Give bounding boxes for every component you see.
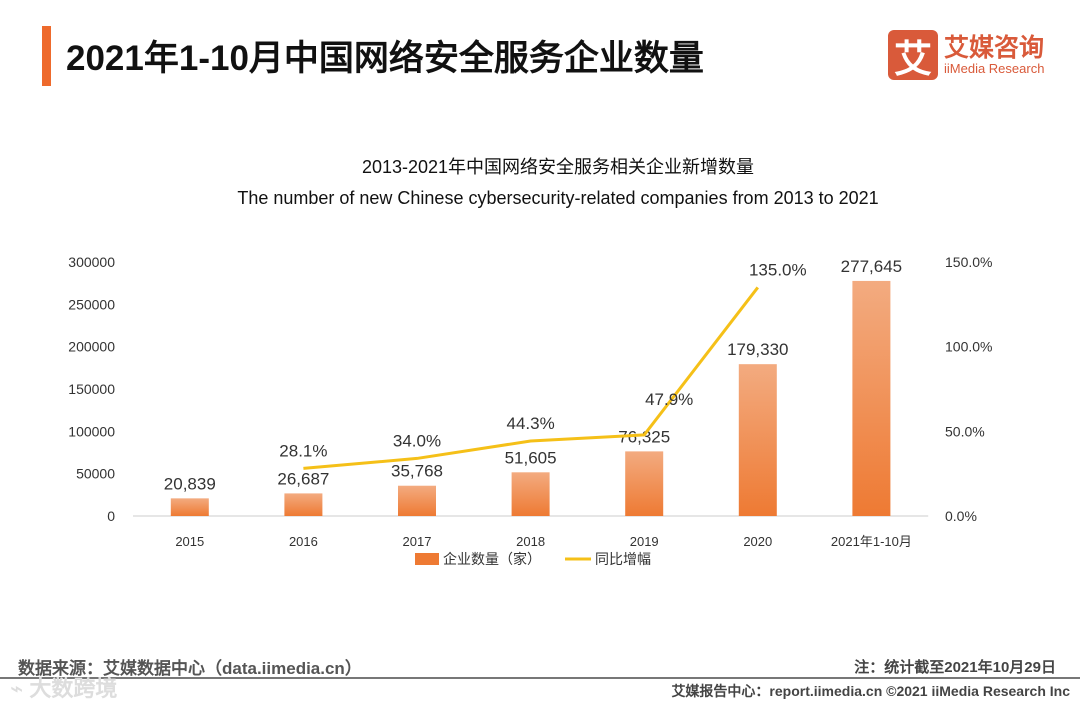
x-tick-label: 2015 [175, 534, 204, 549]
x-tick-label: 2016 [289, 534, 318, 549]
bar-value-label: 277,645 [841, 257, 902, 276]
y2-tick-label: 0.0% [945, 508, 977, 524]
bar [398, 485, 436, 516]
chart-title: 2013-2021年中国网络安全服务相关企业新增数量 [361, 157, 755, 177]
line-value-label: 135.0% [749, 260, 807, 279]
logo-en: iiMedia Research [944, 61, 1045, 76]
bar [738, 364, 777, 516]
chart: 0 50000 100000 150000 200000 250000 300000 0.0%… [68, 254, 992, 567]
chart-subtitle: The number of new Chinese cybersecurity-… [237, 188, 879, 208]
logo-icon: 艾 [888, 30, 938, 81]
y-tick-label: 0 [107, 508, 115, 524]
y-tick-label: 250000 [68, 296, 115, 312]
bar [170, 498, 209, 516]
line-value-label: 44.3% [506, 414, 554, 433]
bar-value-label: 51,605 [505, 448, 557, 467]
title-accent-bar [42, 26, 51, 86]
footer-divider [0, 677, 1080, 679]
logo-cn: 艾媒咨询 [944, 34, 1045, 62]
line-value-label: 47.9% [645, 390, 693, 409]
bar-value-label: 20,839 [164, 474, 216, 493]
x-tick-label: 2018 [516, 534, 545, 549]
legend-bar-label: 企业数量（家） [443, 551, 541, 567]
line-value-label: 28.1% [279, 441, 327, 460]
brand-logo: 艾 艾媒咨询 iiMedia Research [888, 30, 1045, 81]
y-tick-label: 200000 [68, 339, 115, 355]
y-tick-label: 100000 [68, 423, 115, 439]
bar [852, 280, 891, 516]
y-tick-label: 150000 [68, 381, 115, 397]
bar-value-label: 76,325 [618, 427, 670, 446]
bar-value-label: 35,768 [391, 462, 443, 481]
x-tick-label: 2021年1-10月 [831, 534, 912, 549]
page-title: 2021年1-10月中国网络安全服务企业数量 [66, 39, 704, 78]
source-note: 数据来源：艾媒数据中心（data.iimedia.cn） [18, 659, 362, 678]
bar-value-label: 179,330 [727, 340, 788, 359]
line-value-label: 34.0% [393, 431, 441, 450]
x-tick-label: 2017 [403, 534, 432, 549]
y-tick-label: 50000 [76, 466, 115, 482]
x-tick-label: 2019 [630, 534, 659, 549]
legend-bar-swatch [415, 553, 439, 565]
y2-tick-label: 150.0% [945, 254, 992, 270]
date-note: 注：统计截至2021年10月29日 [854, 659, 1056, 676]
bar-value-label: 26,687 [277, 469, 329, 488]
watermark: ⌁ 大数跨境 [10, 676, 118, 701]
growth-line [303, 286, 759, 470]
bar [511, 472, 550, 516]
footer-copyright: 艾媒报告中心：report.iimedia.cn ©2021 iiMedia R… [671, 683, 1070, 699]
y2-tick-label: 50.0% [945, 423, 985, 439]
bar [625, 451, 664, 516]
x-tick-label: 2020 [743, 534, 772, 549]
bar [284, 493, 323, 516]
legend-line-label: 同比增幅 [595, 551, 651, 567]
y2-tick-label: 100.0% [945, 339, 992, 355]
y-tick-label: 300000 [68, 254, 115, 270]
